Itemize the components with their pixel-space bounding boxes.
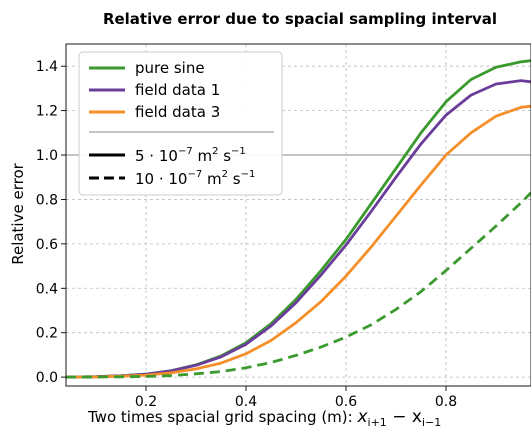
legend-dashed-coef: 10 · 10: [135, 170, 187, 188]
legend-solid-unit-m: m: [193, 147, 212, 165]
legend-solid-coef: 5 · 10: [135, 147, 178, 165]
legend-dashed-unit-s-exp: −1: [241, 169, 256, 180]
y-tick-label-3: 0.6: [36, 237, 58, 253]
x-axis-label-math-x1: x: [356, 407, 368, 427]
x-tick-label-3: 0.8: [435, 394, 457, 410]
series-line-2: [65, 104, 531, 379]
legend-label-field-data-3: field data 3: [135, 103, 220, 121]
x-tick-label-1: 0.4: [235, 394, 257, 410]
plot-frame: [65, 43, 531, 387]
y-tick-label-4: 0.8: [36, 192, 58, 208]
legend-solid-unit-s: s: [218, 147, 231, 165]
y-tick-label-2: 0.4: [36, 281, 58, 297]
legend-label-field-data-1: field data 1: [135, 81, 220, 99]
legend-label-dashed: 10 · 10−7 m2 s−1: [135, 169, 255, 188]
legend-dashed-exp: −7: [187, 169, 202, 180]
legend-label-pure-sine: pure sine: [135, 59, 205, 77]
chart-title: Relative error due to spacial sampling i…: [103, 10, 497, 28]
legend-solid-exp: −7: [178, 146, 193, 157]
y-tick-label-5: 1.0: [36, 148, 58, 164]
x-axis-ticks: 0.2 0.4 0.6 0.8: [135, 386, 457, 410]
y-tick-label-0: 0.0: [36, 370, 58, 386]
legend-box: [78, 51, 283, 196]
legend-dashed-unit-m-exp: 2: [222, 169, 228, 180]
series-lines: [65, 59, 531, 379]
y-axis-ticks: 0.0 0.2 0.4 0.6 0.8 1.0 1.2 1.4: [36, 59, 66, 386]
x-axis-label-text: Two times spacial grid spacing (m):: [87, 408, 357, 426]
x-axis-label-sub2: i−1: [422, 416, 441, 429]
y-axis-label: Relative error: [9, 162, 27, 264]
legend-dashed-unit-m: m: [202, 170, 221, 188]
legend-solid-unit-m-exp: 2: [212, 146, 218, 157]
y-tick-label-7: 1.4: [36, 59, 58, 75]
series-line-3: [65, 191, 531, 379]
x-axis-label-sub1: i+1: [368, 416, 387, 429]
legend: pure sine field data 1 field data 3 5 · …: [78, 51, 283, 196]
legend-label-solid: 5 · 10−7 m2 s−1: [135, 146, 246, 165]
x-axis-label-minus: − x: [387, 407, 422, 427]
y-tick-label-1: 0.2: [36, 326, 58, 342]
legend-solid-unit-s-exp: −1: [231, 146, 246, 157]
x-tick-label-2: 0.6: [335, 394, 357, 410]
x-tick-label-0: 0.2: [135, 394, 157, 410]
x-axis-label: Two times spacial grid spacing (m): xi+1…: [87, 407, 441, 429]
legend-dashed-unit-s: s: [228, 170, 241, 188]
y-tick-label-6: 1.2: [36, 104, 58, 120]
